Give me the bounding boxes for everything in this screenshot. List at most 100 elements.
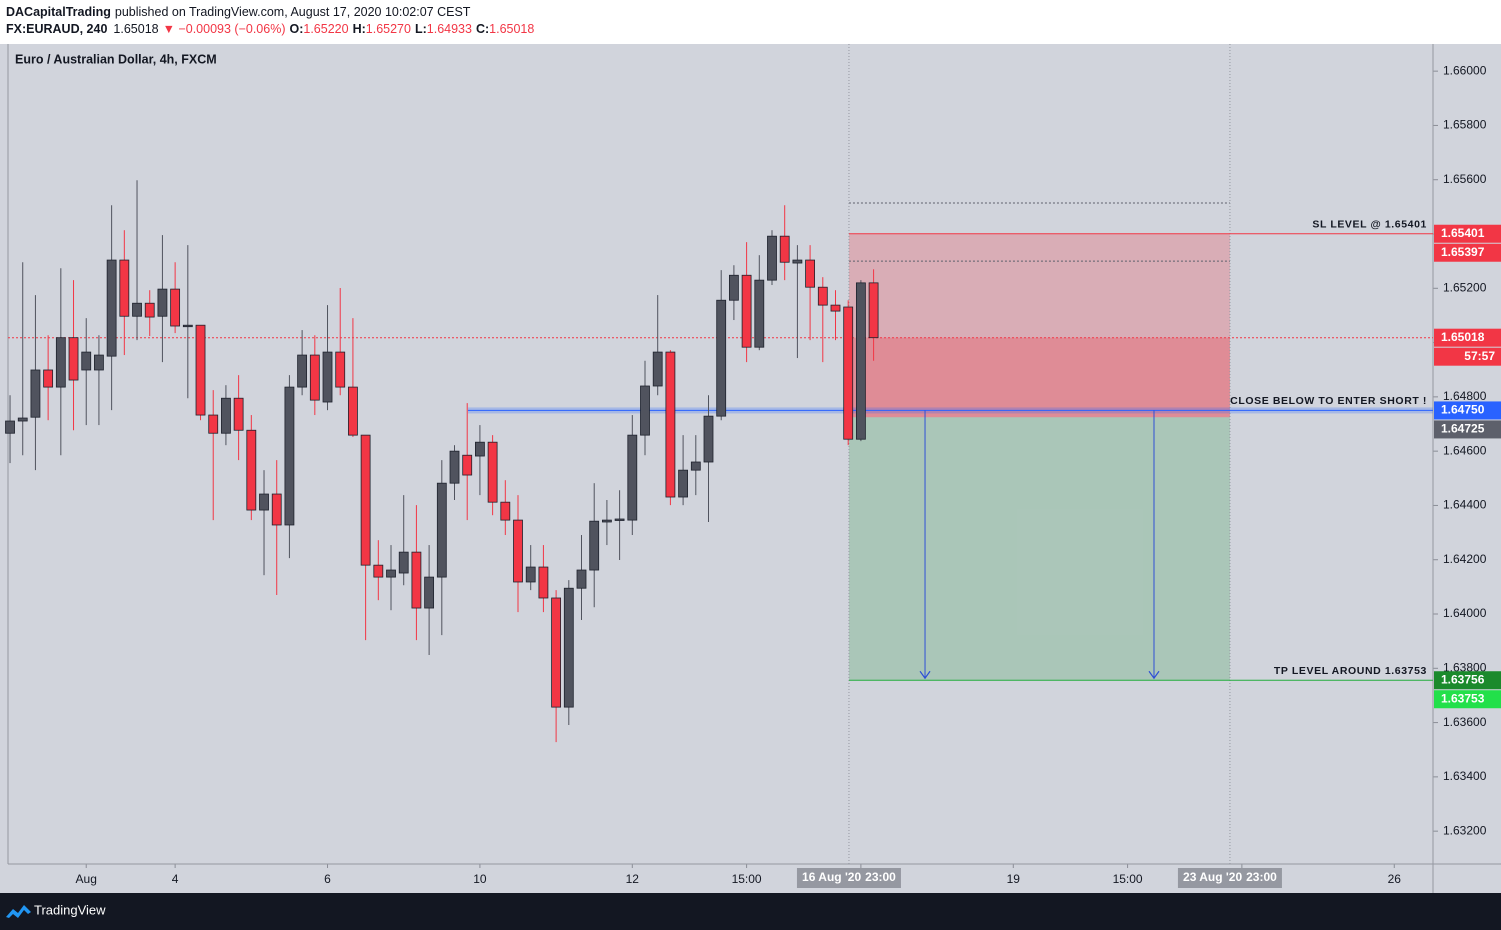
candle-body [576,569,587,589]
candle-body [411,551,422,609]
x-tick-label: 26 [1388,872,1402,886]
axis-price-label: 1.65397 [1441,245,1485,259]
axis-price-box [1434,420,1501,439]
candle-body [360,434,371,566]
candle-body [81,351,92,371]
candle-body [386,569,396,578]
arrow-head [1148,670,1160,680]
y-tick-label: 1.63800 [1443,660,1487,674]
y-tick-label: 1.63200 [1443,823,1487,837]
time-label-time: 23:00 [865,870,896,884]
line-note: SL LEVEL @ 1.65401 [1312,219,1427,231]
y-tick-label: 1.64800 [1443,389,1487,403]
publish-line: DACapitalTrading published on TradingView… [6,5,471,19]
candle-body [284,386,295,526]
symbol-line: FX:EURAUD, 240 1.65018 ▼ −0.00093 (−0.06%)… [6,22,534,36]
candle-body [144,302,155,318]
candle-body [94,354,104,371]
ohlc-label: O: [289,22,303,36]
y-tick-label: 1.63600 [1443,715,1487,729]
ohlc-label: H: [353,22,366,36]
axis-price-box [1434,328,1501,347]
candle-body [500,501,511,521]
line-note: CLOSE BELOW TO ENTER SHORT ! [1230,395,1427,407]
change: ▼ −0.00093 (−0.06%) [163,22,286,36]
candle-body [665,351,676,498]
ohlc-value: 1.65220 [303,22,348,36]
candle-body [754,279,765,348]
x-tick-label: 15:00 [732,872,762,886]
axis-price-box [1434,243,1501,262]
candle-body [182,324,193,328]
time-label-time: 23:00 [1246,870,1277,884]
candle-body [309,354,320,401]
candle-body [271,493,282,526]
candle-body [627,434,638,521]
candle-body [259,493,269,511]
candle-body [830,304,841,312]
candle-body [792,259,803,264]
candle-body [398,551,409,574]
candle-body [513,519,523,583]
candle-body [678,469,689,498]
axis-price-label: 1.64725 [1441,422,1485,436]
candle-body [767,235,777,281]
x-tick-label: 15:00 [1113,872,1143,886]
target-zone [848,417,1230,681]
candle-body [462,454,473,476]
candle-body [551,597,562,708]
x-tick-label: 19 [1007,872,1021,886]
chart-background [0,44,1501,893]
candle-body [487,441,498,503]
candle-body [348,386,358,436]
candle-body [55,337,66,388]
y-tick-label: 1.63400 [1443,769,1487,783]
candle-body [805,259,815,288]
candle-body [5,420,15,434]
candle-body [640,385,650,436]
y-tick-label: 1.65200 [1443,280,1487,294]
axis-price-label: 1.64750 [1441,403,1485,417]
candle-body [475,441,485,457]
axis-price-label: 1.63756 [1441,672,1485,686]
candle-body [106,259,117,357]
chart-title: Euro / Australian Dollar, 4h, FXCM [15,52,217,66]
y-tick-label: 1.66000 [1443,63,1487,77]
candle-body [221,397,231,434]
candle-body [170,288,181,327]
axis-price-box [1434,690,1501,709]
candle-body [208,414,219,434]
time-label-box [796,868,901,888]
candle-body [297,354,308,388]
time-label-box [1177,868,1282,888]
y-tick-label: 1.64200 [1443,552,1487,566]
time-label: 16 Aug '20 23:00 [802,870,896,884]
y-tick-label: 1.65800 [1443,118,1487,132]
ohlc-value: 1.65018 [489,22,534,36]
time-label-date: 16 Aug '20 [802,870,861,884]
last-price: 1.65018 [113,22,158,36]
candle-body [195,324,206,416]
y-tick-label: 1.64400 [1443,498,1487,512]
brand-name: TradingView [34,902,106,917]
candle-body [589,520,600,571]
candle-body [855,282,866,440]
axis-price-box [1434,224,1501,243]
axis-price-box [1434,671,1501,690]
candle-body [563,587,574,708]
candle-body [436,482,447,578]
candle-body [373,564,384,578]
candle-body [652,351,663,387]
candle-body [602,519,612,523]
publisher: DACapitalTrading [6,5,111,19]
y-tick-label: 1.64000 [1443,606,1487,620]
ohlc-label: C: [476,22,489,36]
candle-body [690,461,701,471]
candle-body [68,337,79,381]
candle-body [233,397,244,431]
axis-price-label: 57:57 [1464,349,1495,363]
candle-body [30,369,41,418]
candle-body [868,282,879,339]
candle-body [728,274,739,301]
